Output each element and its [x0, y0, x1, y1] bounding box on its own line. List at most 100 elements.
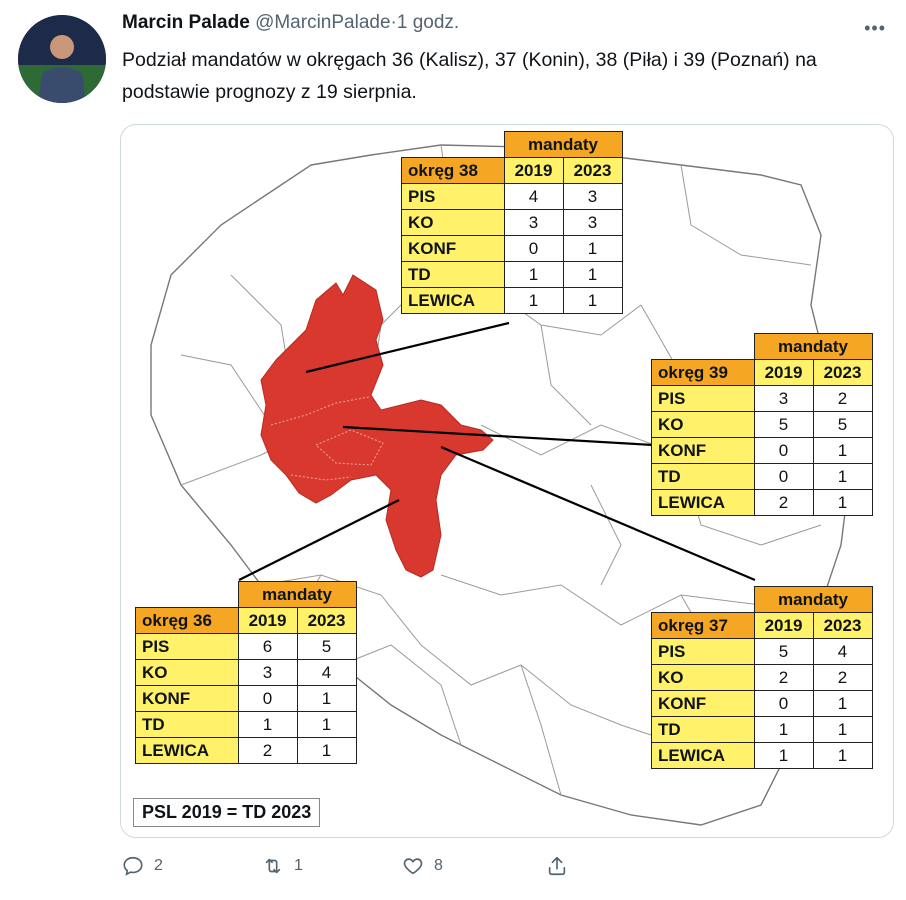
- seat-value: 2: [812, 664, 873, 691]
- year-2023: 2023: [812, 359, 873, 386]
- seat-value: 4: [296, 659, 357, 686]
- seat-value: 2: [237, 737, 298, 764]
- seat-value: 1: [812, 489, 873, 516]
- party-name: PIS: [135, 633, 239, 660]
- party-name: PIS: [401, 183, 505, 210]
- seat-value: 5: [296, 633, 357, 660]
- seat-value: 4: [503, 183, 564, 210]
- retweet-button[interactable]: 1: [262, 855, 303, 877]
- party-name: KO: [135, 659, 239, 686]
- year-2023: 2023: [296, 607, 357, 634]
- tweet-time[interactable]: 1 godz.: [396, 12, 460, 33]
- seat-value: 1: [812, 690, 873, 717]
- legend-note: PSL 2019 = TD 2023: [133, 798, 321, 827]
- table-district-36: mandaty okręg 36 2019 2023 PIS 6 5 KO 3 4 KONF…: [135, 581, 357, 764]
- party-name: TD: [651, 463, 755, 490]
- party-name: KONF: [135, 685, 239, 712]
- seat-value: 3: [503, 209, 564, 236]
- party-name: KO: [651, 664, 755, 691]
- seat-value: 0: [753, 463, 814, 490]
- share-icon: [548, 856, 566, 876]
- party-name: KONF: [651, 690, 755, 717]
- seat-value: 1: [812, 463, 873, 490]
- district-label: okręg 37: [651, 612, 755, 639]
- seat-value: 1: [296, 685, 357, 712]
- party-name: PIS: [651, 385, 755, 412]
- seat-value: 1: [503, 261, 564, 288]
- seat-value: 1: [812, 742, 873, 769]
- seat-value: 6: [237, 633, 298, 660]
- tweet-header: Marcin Palade @MarcinPalade·1 godz.: [122, 12, 459, 34]
- mandaty-header: mandaty: [237, 581, 357, 608]
- party-name: KO: [401, 209, 505, 236]
- heart-icon: [403, 858, 423, 875]
- party-name: LEWICA: [401, 287, 505, 314]
- separator: ·: [390, 12, 397, 33]
- seat-value: 1: [562, 261, 623, 288]
- seat-value: 5: [812, 411, 873, 438]
- year-2023: 2023: [562, 157, 623, 184]
- seat-value: 3: [237, 659, 298, 686]
- table-district-39: mandaty okręg 39 2019 2023 PIS 3 2 KO 5 5 KONF…: [651, 333, 873, 516]
- more-options-icon[interactable]: •••: [864, 18, 886, 38]
- author-name[interactable]: Marcin Palade: [122, 12, 250, 33]
- party-name: KO: [651, 411, 755, 438]
- avatar-image: [18, 15, 106, 103]
- retweet-icon: [265, 858, 281, 874]
- seat-value: 2: [753, 664, 814, 691]
- party-name: LEWICA: [135, 737, 239, 764]
- seat-value: 2: [812, 385, 873, 412]
- seat-value: 0: [503, 235, 564, 262]
- party-name: TD: [401, 261, 505, 288]
- year-2019: 2019: [237, 607, 298, 634]
- party-name: PIS: [651, 638, 755, 665]
- seat-value: 4: [812, 638, 873, 665]
- table-district-38: mandaty okręg 38 2019 2023 PIS 4 3 KO 3 3 KONF…: [401, 131, 623, 314]
- reply-count: 2: [154, 857, 163, 874]
- year-2019: 2019: [503, 157, 564, 184]
- seat-value: 3: [562, 183, 623, 210]
- party-name: LEWICA: [651, 489, 755, 516]
- seat-value: 0: [753, 437, 814, 464]
- mandaty-header: mandaty: [503, 131, 623, 158]
- like-button[interactable]: 8: [402, 855, 443, 877]
- district-label: okręg 38: [401, 157, 505, 184]
- year-2019: 2019: [753, 359, 814, 386]
- party-name: KONF: [651, 437, 755, 464]
- author-handle[interactable]: @MarcinPalade: [255, 12, 391, 33]
- seat-value: 1: [753, 716, 814, 743]
- reply-button[interactable]: 2: [122, 855, 163, 877]
- like-count: 8: [434, 857, 443, 874]
- seat-value: 1: [812, 716, 873, 743]
- seat-value: 1: [296, 737, 357, 764]
- seat-value: 1: [753, 742, 814, 769]
- district-label: okręg 39: [651, 359, 755, 386]
- seat-value: 1: [296, 711, 357, 738]
- seat-value: 1: [562, 235, 623, 262]
- seat-value: 0: [237, 685, 298, 712]
- year-2023: 2023: [812, 612, 873, 639]
- seat-value: 1: [812, 437, 873, 464]
- seat-value: 5: [753, 638, 814, 665]
- tweet-text: Podział mandatów w okręgach 36 (Kalisz),…: [122, 49, 817, 103]
- district-label: okręg 36: [135, 607, 239, 634]
- party-name: TD: [135, 711, 239, 738]
- reply-icon: [123, 856, 143, 876]
- seat-value: 3: [562, 209, 623, 236]
- share-button[interactable]: [546, 855, 568, 877]
- tweet-image[interactable]: mandaty okręg 38 2019 2023 PIS 4 3 KO 3 3 KONF…: [120, 124, 894, 838]
- retweet-count: 1: [294, 857, 303, 874]
- seat-value: 1: [562, 287, 623, 314]
- tweet-actions: 2 1 8: [0, 855, 906, 885]
- seat-value: 3: [753, 385, 814, 412]
- party-name: TD: [651, 716, 755, 743]
- table-district-37: mandaty okręg 37 2019 2023 PIS 5 4 KO 2 2 KONF…: [651, 586, 873, 769]
- seat-value: 2: [753, 489, 814, 516]
- party-name: LEWICA: [651, 742, 755, 769]
- mandaty-header: mandaty: [753, 333, 873, 360]
- seat-value: 1: [237, 711, 298, 738]
- year-2019: 2019: [753, 612, 814, 639]
- seat-value: 5: [753, 411, 814, 438]
- seat-value: 1: [503, 287, 564, 314]
- avatar[interactable]: [18, 15, 106, 103]
